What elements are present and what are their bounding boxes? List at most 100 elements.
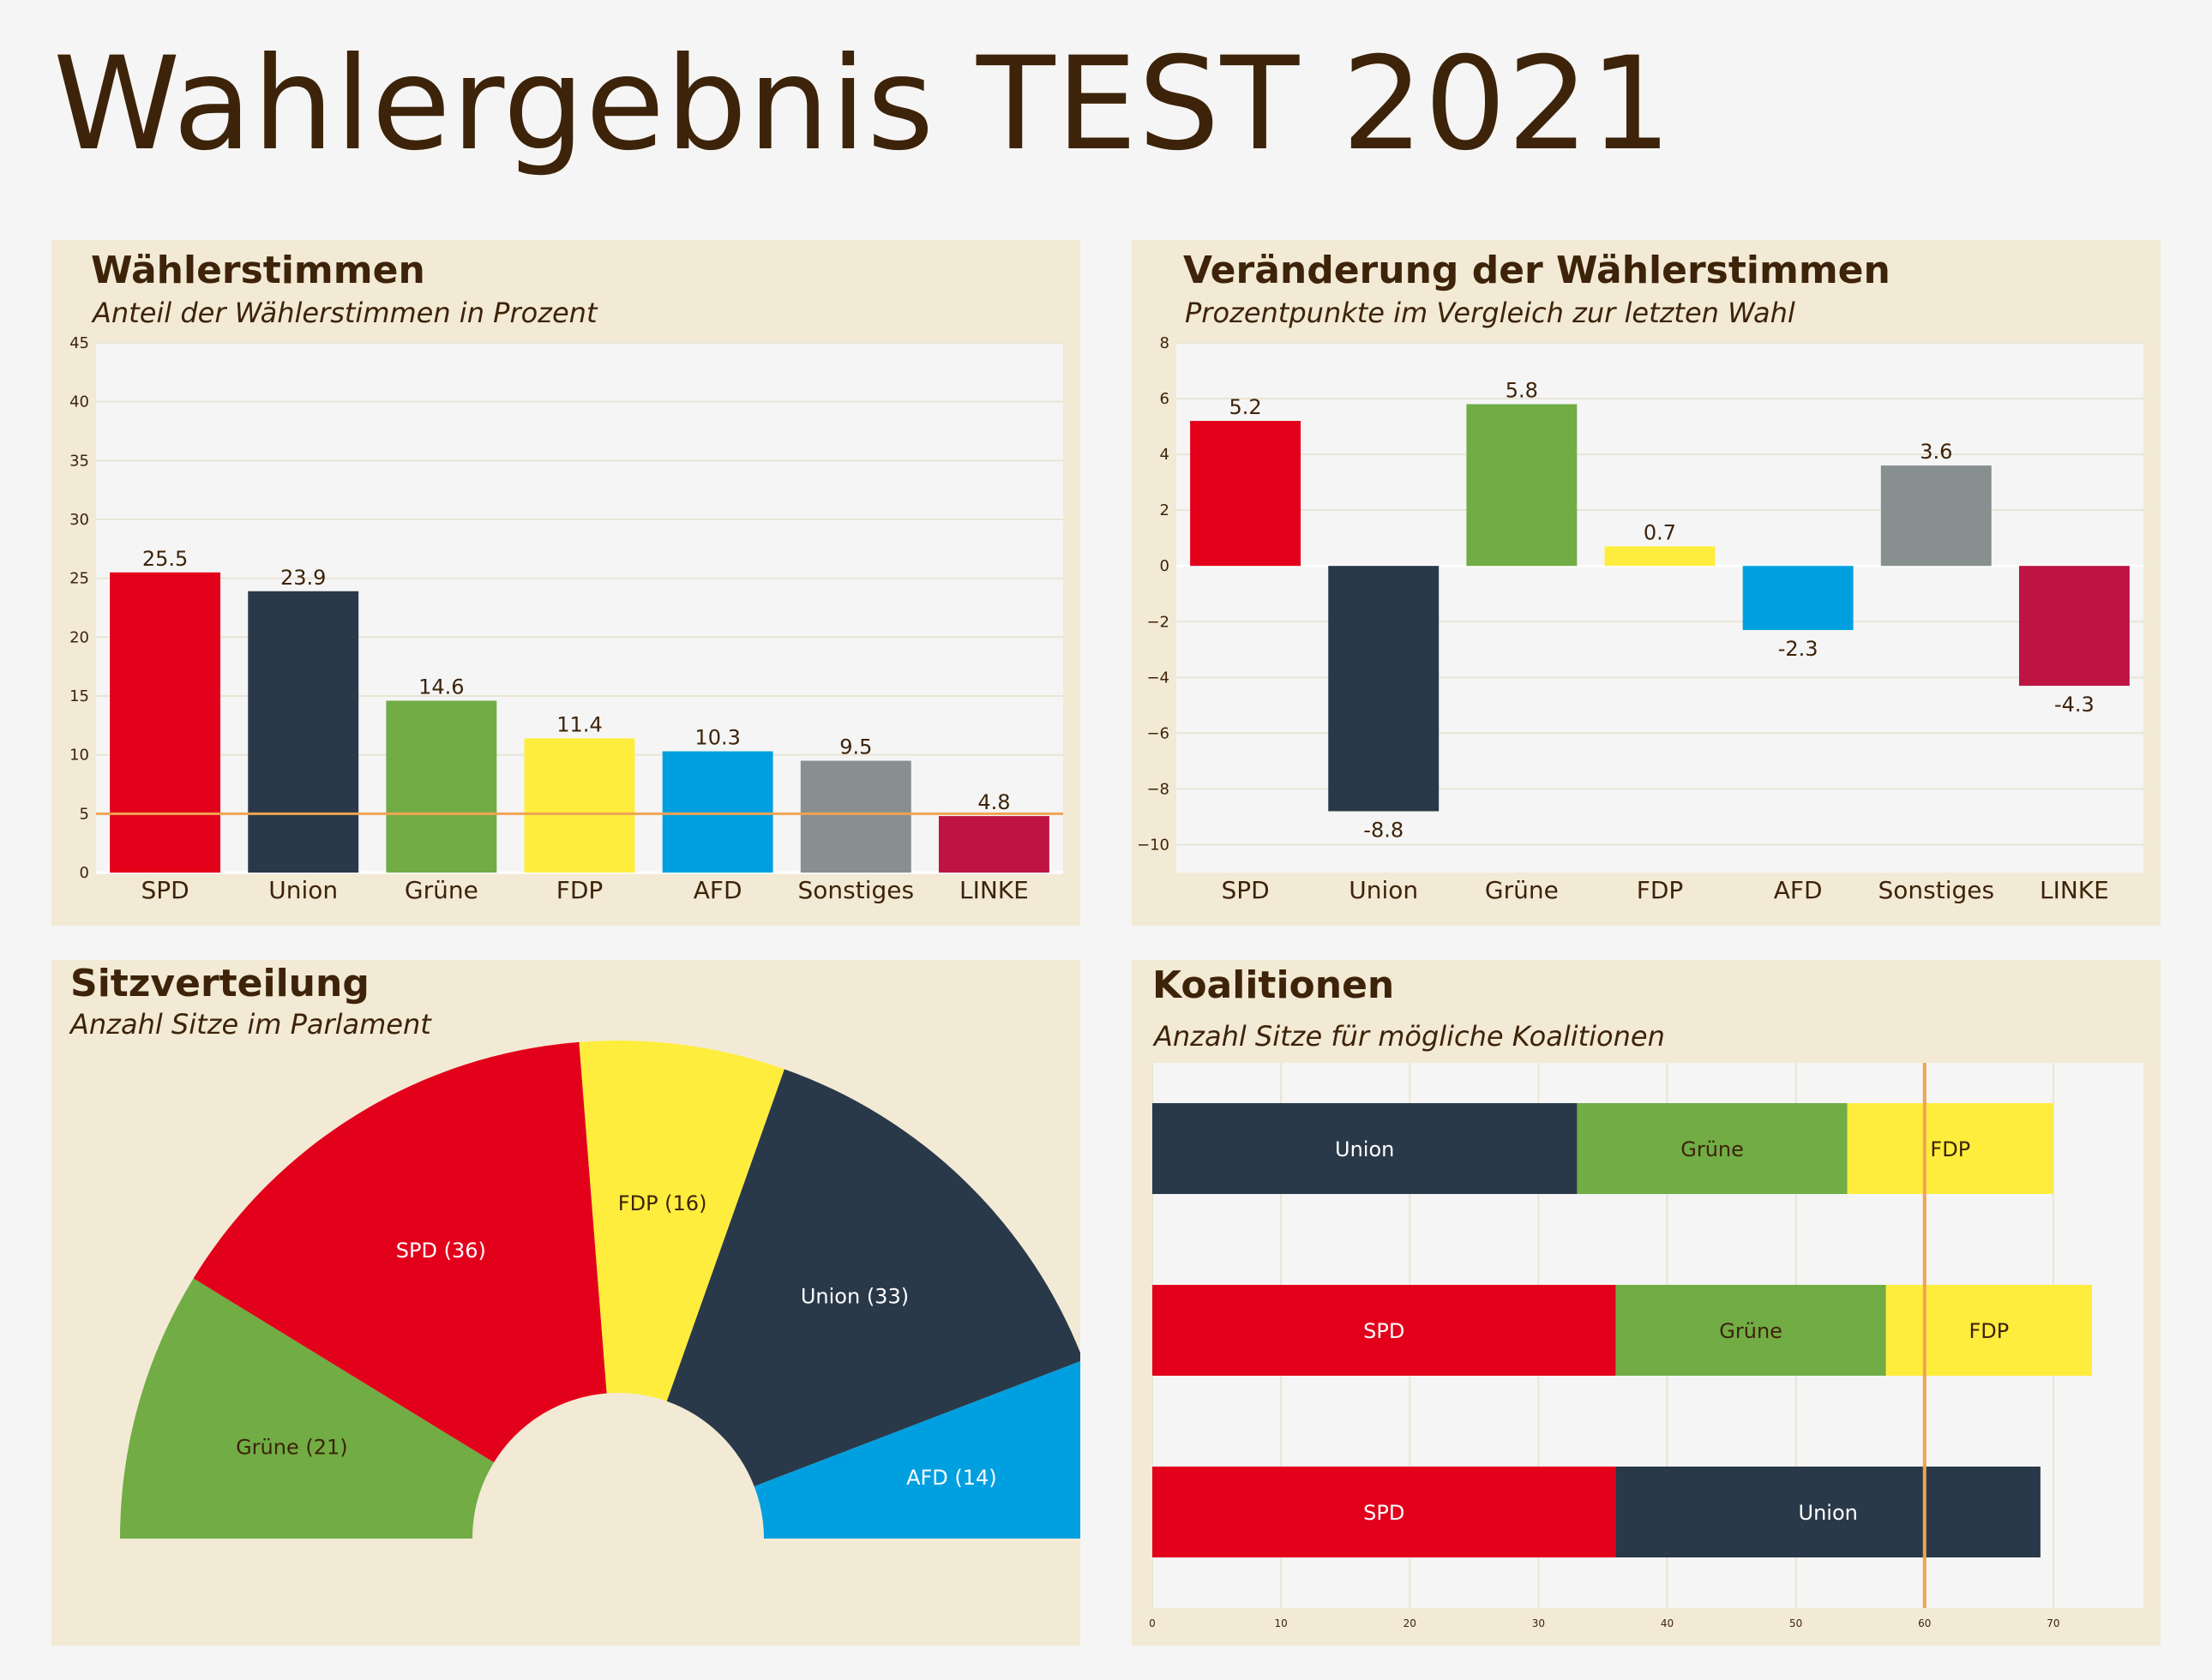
slice-grüne bbox=[120, 1278, 495, 1539]
slice-afd bbox=[754, 1361, 1080, 1539]
data-label: 14.6 bbox=[418, 675, 464, 699]
coalitions-stacked-bar-chart: 0 10 20 30 40 50 60 70 Union Grüne FDP SPD Grüne FDP S… bbox=[1149, 1063, 2143, 1629]
x-tick-label: FDP bbox=[1637, 876, 1684, 904]
segment-spd bbox=[1152, 1285, 1616, 1376]
y-tick-label: −10 bbox=[1137, 836, 1169, 854]
x-tick-label: 40 bbox=[1661, 1617, 1674, 1629]
votes-bar-chart: 0 5 10 15 20 25 30 35 40 45 25.5 SPD 23.9 Union 14.6 Gr… bbox=[69, 334, 1063, 904]
slice-spd bbox=[193, 1041, 607, 1463]
x-tick-label: 20 bbox=[1404, 1617, 1416, 1629]
segment-label: FDP bbox=[1930, 1137, 1970, 1161]
segment-union bbox=[1152, 1103, 1578, 1194]
x-tick-label: 70 bbox=[2047, 1617, 2059, 1629]
seats-panel: Sitzverteilung Anzahl Sitze im Parlament… bbox=[51, 960, 1080, 1646]
x-tick-label: LINKE bbox=[2040, 876, 2109, 904]
seats-half-donut: Grüne (21) SPD (36) FDP (16) Union (33) AFD … bbox=[120, 1041, 1080, 1539]
x-tick-label: 0 bbox=[1149, 1617, 1156, 1629]
y-tick-label: 20 bbox=[69, 628, 89, 646]
data-label: -2.3 bbox=[1778, 637, 1818, 661]
y-tick-label: 35 bbox=[69, 452, 89, 470]
data-label: 25.5 bbox=[142, 547, 188, 571]
slice-label: FDP (16) bbox=[618, 1191, 707, 1215]
segment-fdp bbox=[1847, 1103, 2053, 1194]
bar-grüne bbox=[1466, 404, 1578, 567]
change-subtitle: Prozentpunkte im Vergleich zur letzten W… bbox=[1185, 297, 1795, 329]
bar-sonstiges bbox=[800, 760, 911, 873]
seats-title: Sitzverteilung bbox=[70, 962, 370, 1005]
data-label: 11.4 bbox=[556, 712, 602, 736]
data-label: 9.5 bbox=[839, 735, 872, 759]
bar-afd bbox=[1742, 566, 1854, 631]
slice-union bbox=[666, 1069, 1080, 1487]
coalitions-panel: Koalitionen Anzahl Sitze für mögliche Ko… bbox=[1132, 960, 2161, 1646]
votes-panel: Wählerstimmen Anteil der Wählerstimmen i… bbox=[51, 240, 1080, 926]
x-tick-label: 10 bbox=[1274, 1617, 1287, 1629]
change-panel: Veränderung der Wählerstimmen Prozentpun… bbox=[1132, 240, 2161, 926]
slice-label: Union (33) bbox=[801, 1285, 909, 1309]
y-tick-label: −4 bbox=[1146, 669, 1169, 687]
y-tick-label: −2 bbox=[1146, 613, 1169, 631]
x-tick-label: Union bbox=[268, 876, 338, 904]
x-tick-label: Sonstiges bbox=[797, 876, 914, 904]
slice-label: SPD (36) bbox=[396, 1239, 486, 1263]
bar-union bbox=[248, 591, 359, 873]
y-tick-label: 2 bbox=[1160, 501, 1169, 519]
bar-fdp bbox=[1604, 546, 1716, 567]
segment-label: Union bbox=[1335, 1137, 1394, 1161]
plot-area bbox=[1176, 343, 2143, 873]
data-label: -4.3 bbox=[2054, 693, 2095, 717]
data-label: 3.6 bbox=[1920, 440, 1952, 464]
change-bar-chart: −10 −8 −6 −4 −2 0 2 4 6 8 5.2 SPD -8.8 Union 5.8 Grüne 0… bbox=[1137, 334, 2143, 904]
x-tick-label: 60 bbox=[1918, 1617, 1931, 1629]
y-tick-label: 5 bbox=[80, 805, 89, 823]
x-tick-label: 30 bbox=[1532, 1617, 1545, 1629]
data-label: 5.8 bbox=[1506, 379, 1538, 403]
x-tick-label: FDP bbox=[556, 876, 604, 904]
y-tick-label: −6 bbox=[1146, 724, 1169, 742]
data-label: 0.7 bbox=[1644, 520, 1676, 544]
data-label: -8.8 bbox=[1363, 818, 1404, 842]
segment-fdp bbox=[1885, 1285, 2092, 1376]
y-tick-label: 30 bbox=[69, 511, 89, 529]
votes-subtitle: Anteil der Wählerstimmen in Prozent bbox=[93, 297, 598, 329]
y-tick-label: 6 bbox=[1160, 390, 1169, 408]
seats-subtitle: Anzahl Sitze im Parlament bbox=[70, 1008, 431, 1041]
y-tick-label: 45 bbox=[69, 334, 89, 352]
segment-label: SPD bbox=[1363, 1319, 1404, 1343]
y-tick-label: 8 bbox=[1160, 334, 1169, 352]
votes-title: Wählerstimmen bbox=[91, 249, 425, 292]
segment-grüne bbox=[1577, 1103, 1848, 1194]
bar-fdp bbox=[524, 738, 635, 873]
bar-grüne bbox=[386, 700, 497, 873]
y-tick-label: 40 bbox=[69, 393, 89, 411]
coalitions-title: Koalitionen bbox=[1152, 963, 1395, 1007]
segment-label: SPD bbox=[1363, 1501, 1404, 1525]
x-tick-label: AFD bbox=[1774, 876, 1823, 904]
y-tick-label: 10 bbox=[69, 747, 89, 765]
x-tick-label: SPD bbox=[1221, 876, 1269, 904]
x-tick-label: 50 bbox=[1789, 1617, 1802, 1629]
x-tick-label: Grüne bbox=[1485, 876, 1559, 904]
bar-afd bbox=[662, 751, 773, 873]
segment-union bbox=[1615, 1467, 2041, 1557]
data-label: 4.8 bbox=[977, 790, 1010, 814]
y-tick-label: 4 bbox=[1160, 446, 1169, 464]
segment-label: Grüne bbox=[1719, 1319, 1782, 1343]
coalitions-subtitle: Anzahl Sitze für mögliche Koalitionen bbox=[1154, 1020, 1665, 1053]
slice-fdp bbox=[579, 1041, 784, 1401]
page-title: Wahlergebnis TEST 2021 bbox=[53, 30, 1673, 179]
x-tick-label: Grüne bbox=[405, 876, 478, 904]
x-tick-label: SPD bbox=[141, 876, 189, 904]
slice-label: AFD (14) bbox=[906, 1466, 997, 1490]
data-label: 10.3 bbox=[694, 726, 740, 750]
x-tick-label: AFD bbox=[694, 876, 742, 904]
bar-spd bbox=[1190, 421, 1301, 567]
bar-spd bbox=[110, 572, 221, 873]
y-tick-label: 15 bbox=[69, 687, 89, 705]
y-tick-label: 25 bbox=[69, 570, 89, 588]
segment-label: FDP bbox=[1969, 1319, 2009, 1343]
y-tick-label: 0 bbox=[1160, 557, 1169, 575]
bar-sonstiges bbox=[1880, 465, 1992, 567]
y-tick-label: −8 bbox=[1146, 780, 1169, 798]
x-tick-label: Sonstiges bbox=[1878, 876, 1994, 904]
